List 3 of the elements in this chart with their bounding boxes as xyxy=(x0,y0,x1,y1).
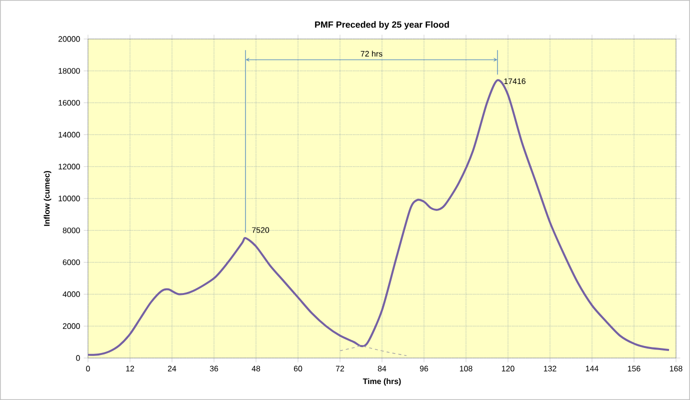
line-series xyxy=(340,346,407,356)
line-series xyxy=(87,79,670,356)
chart-title: PMF Preceded by 25 year Flood xyxy=(315,21,449,30)
